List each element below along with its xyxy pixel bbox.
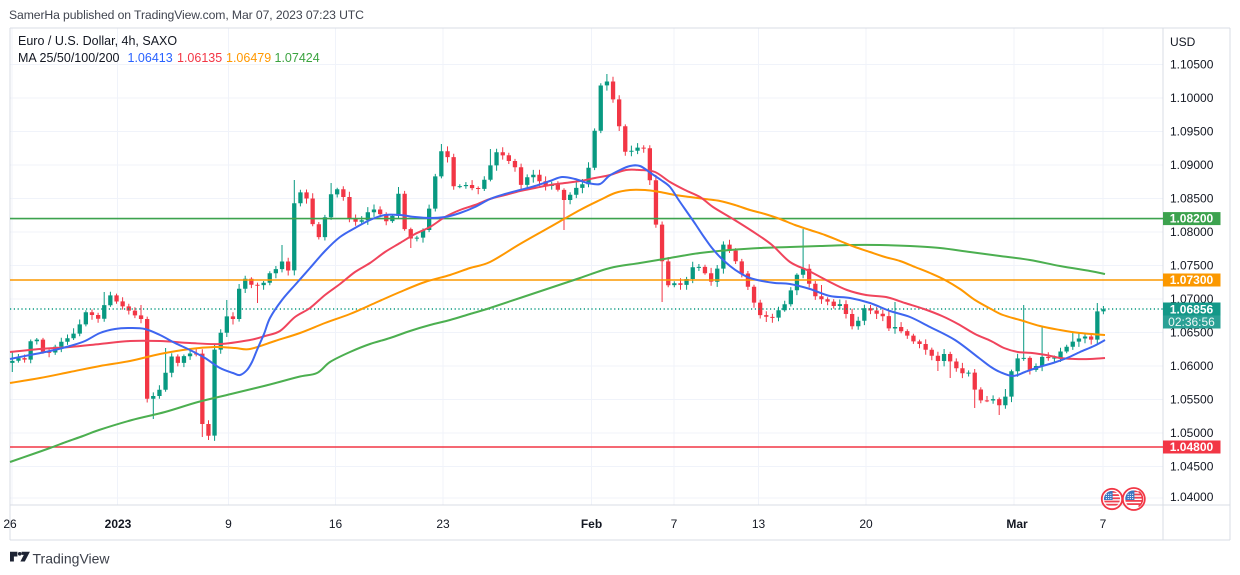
svg-text:1.06000: 1.06000	[1170, 359, 1214, 373]
svg-text:1.07500: 1.07500	[1170, 259, 1214, 273]
svg-text:1.06413: 1.06413	[128, 51, 173, 65]
svg-text:1.10000: 1.10000	[1170, 91, 1214, 105]
svg-text:20: 20	[859, 517, 873, 531]
svg-text:1.04500: 1.04500	[1170, 460, 1214, 474]
svg-text:1.08500: 1.08500	[1170, 192, 1214, 206]
svg-text:23: 23	[436, 517, 450, 531]
svg-text:26: 26	[3, 517, 17, 531]
svg-text:1.09000: 1.09000	[1170, 158, 1214, 172]
svg-text:Euro / U.S. Dollar, 4h, SAXO: Euro / U.S. Dollar, 4h, SAXO	[18, 34, 177, 48]
svg-text:1.06479: 1.06479	[226, 51, 271, 65]
svg-text:16: 16	[329, 517, 343, 531]
svg-text:7: 7	[1100, 517, 1107, 531]
svg-text:MA 25/50/100/200: MA 25/50/100/200	[18, 51, 120, 65]
svg-text:1.09500: 1.09500	[1170, 125, 1214, 139]
svg-text:1.07300: 1.07300	[1170, 273, 1214, 287]
svg-text:1.04000: 1.04000	[1170, 490, 1214, 504]
svg-text:7: 7	[671, 517, 678, 531]
svg-text:1.06135: 1.06135	[177, 51, 222, 65]
svg-text:1.04800: 1.04800	[1170, 440, 1214, 454]
svg-text:1.08200: 1.08200	[1170, 212, 1214, 226]
svg-text:1.05500: 1.05500	[1170, 393, 1214, 407]
svg-text:1.08000: 1.08000	[1170, 225, 1214, 239]
svg-text:1.06856: 1.06856	[1170, 303, 1214, 317]
svg-text:2023: 2023	[105, 517, 132, 531]
svg-text:9: 9	[225, 517, 232, 531]
svg-text:1.07424: 1.07424	[275, 51, 320, 65]
svg-text:SamerHa published on TradingVi: SamerHa published on TradingView.com, Ma…	[9, 8, 364, 22]
svg-text:1.10500: 1.10500	[1170, 58, 1214, 72]
svg-text:02:36:56: 02:36:56	[1168, 315, 1215, 329]
svg-text:13: 13	[752, 517, 766, 531]
svg-text:Feb: Feb	[581, 517, 602, 531]
svg-text:Mar: Mar	[1006, 517, 1028, 531]
svg-text:1.05000: 1.05000	[1170, 426, 1214, 440]
svg-text:1.06500: 1.06500	[1170, 326, 1214, 340]
svg-text:TradingView: TradingView	[33, 551, 111, 567]
svg-text:USD: USD	[1170, 35, 1196, 49]
